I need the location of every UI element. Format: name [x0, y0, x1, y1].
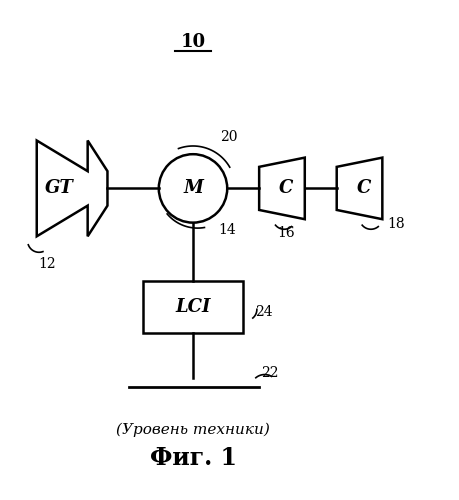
Text: GT: GT	[45, 180, 74, 198]
Text: M: M	[183, 180, 203, 198]
Text: 24: 24	[255, 305, 272, 319]
Text: Фиг. 1: Фиг. 1	[150, 446, 236, 469]
Text: 20: 20	[220, 130, 238, 143]
Text: 14: 14	[218, 223, 236, 237]
Text: C: C	[280, 180, 294, 198]
Text: 18: 18	[387, 218, 404, 232]
Text: C: C	[357, 180, 371, 198]
Text: (Уровень техники): (Уровень техники)	[116, 423, 270, 438]
Text: 10: 10	[180, 34, 206, 52]
Text: 22: 22	[262, 366, 279, 380]
Bar	[143, 281, 243, 334]
Text: LCI: LCI	[175, 298, 211, 316]
Text: 16: 16	[278, 226, 295, 239]
Text: 12: 12	[39, 257, 56, 271]
